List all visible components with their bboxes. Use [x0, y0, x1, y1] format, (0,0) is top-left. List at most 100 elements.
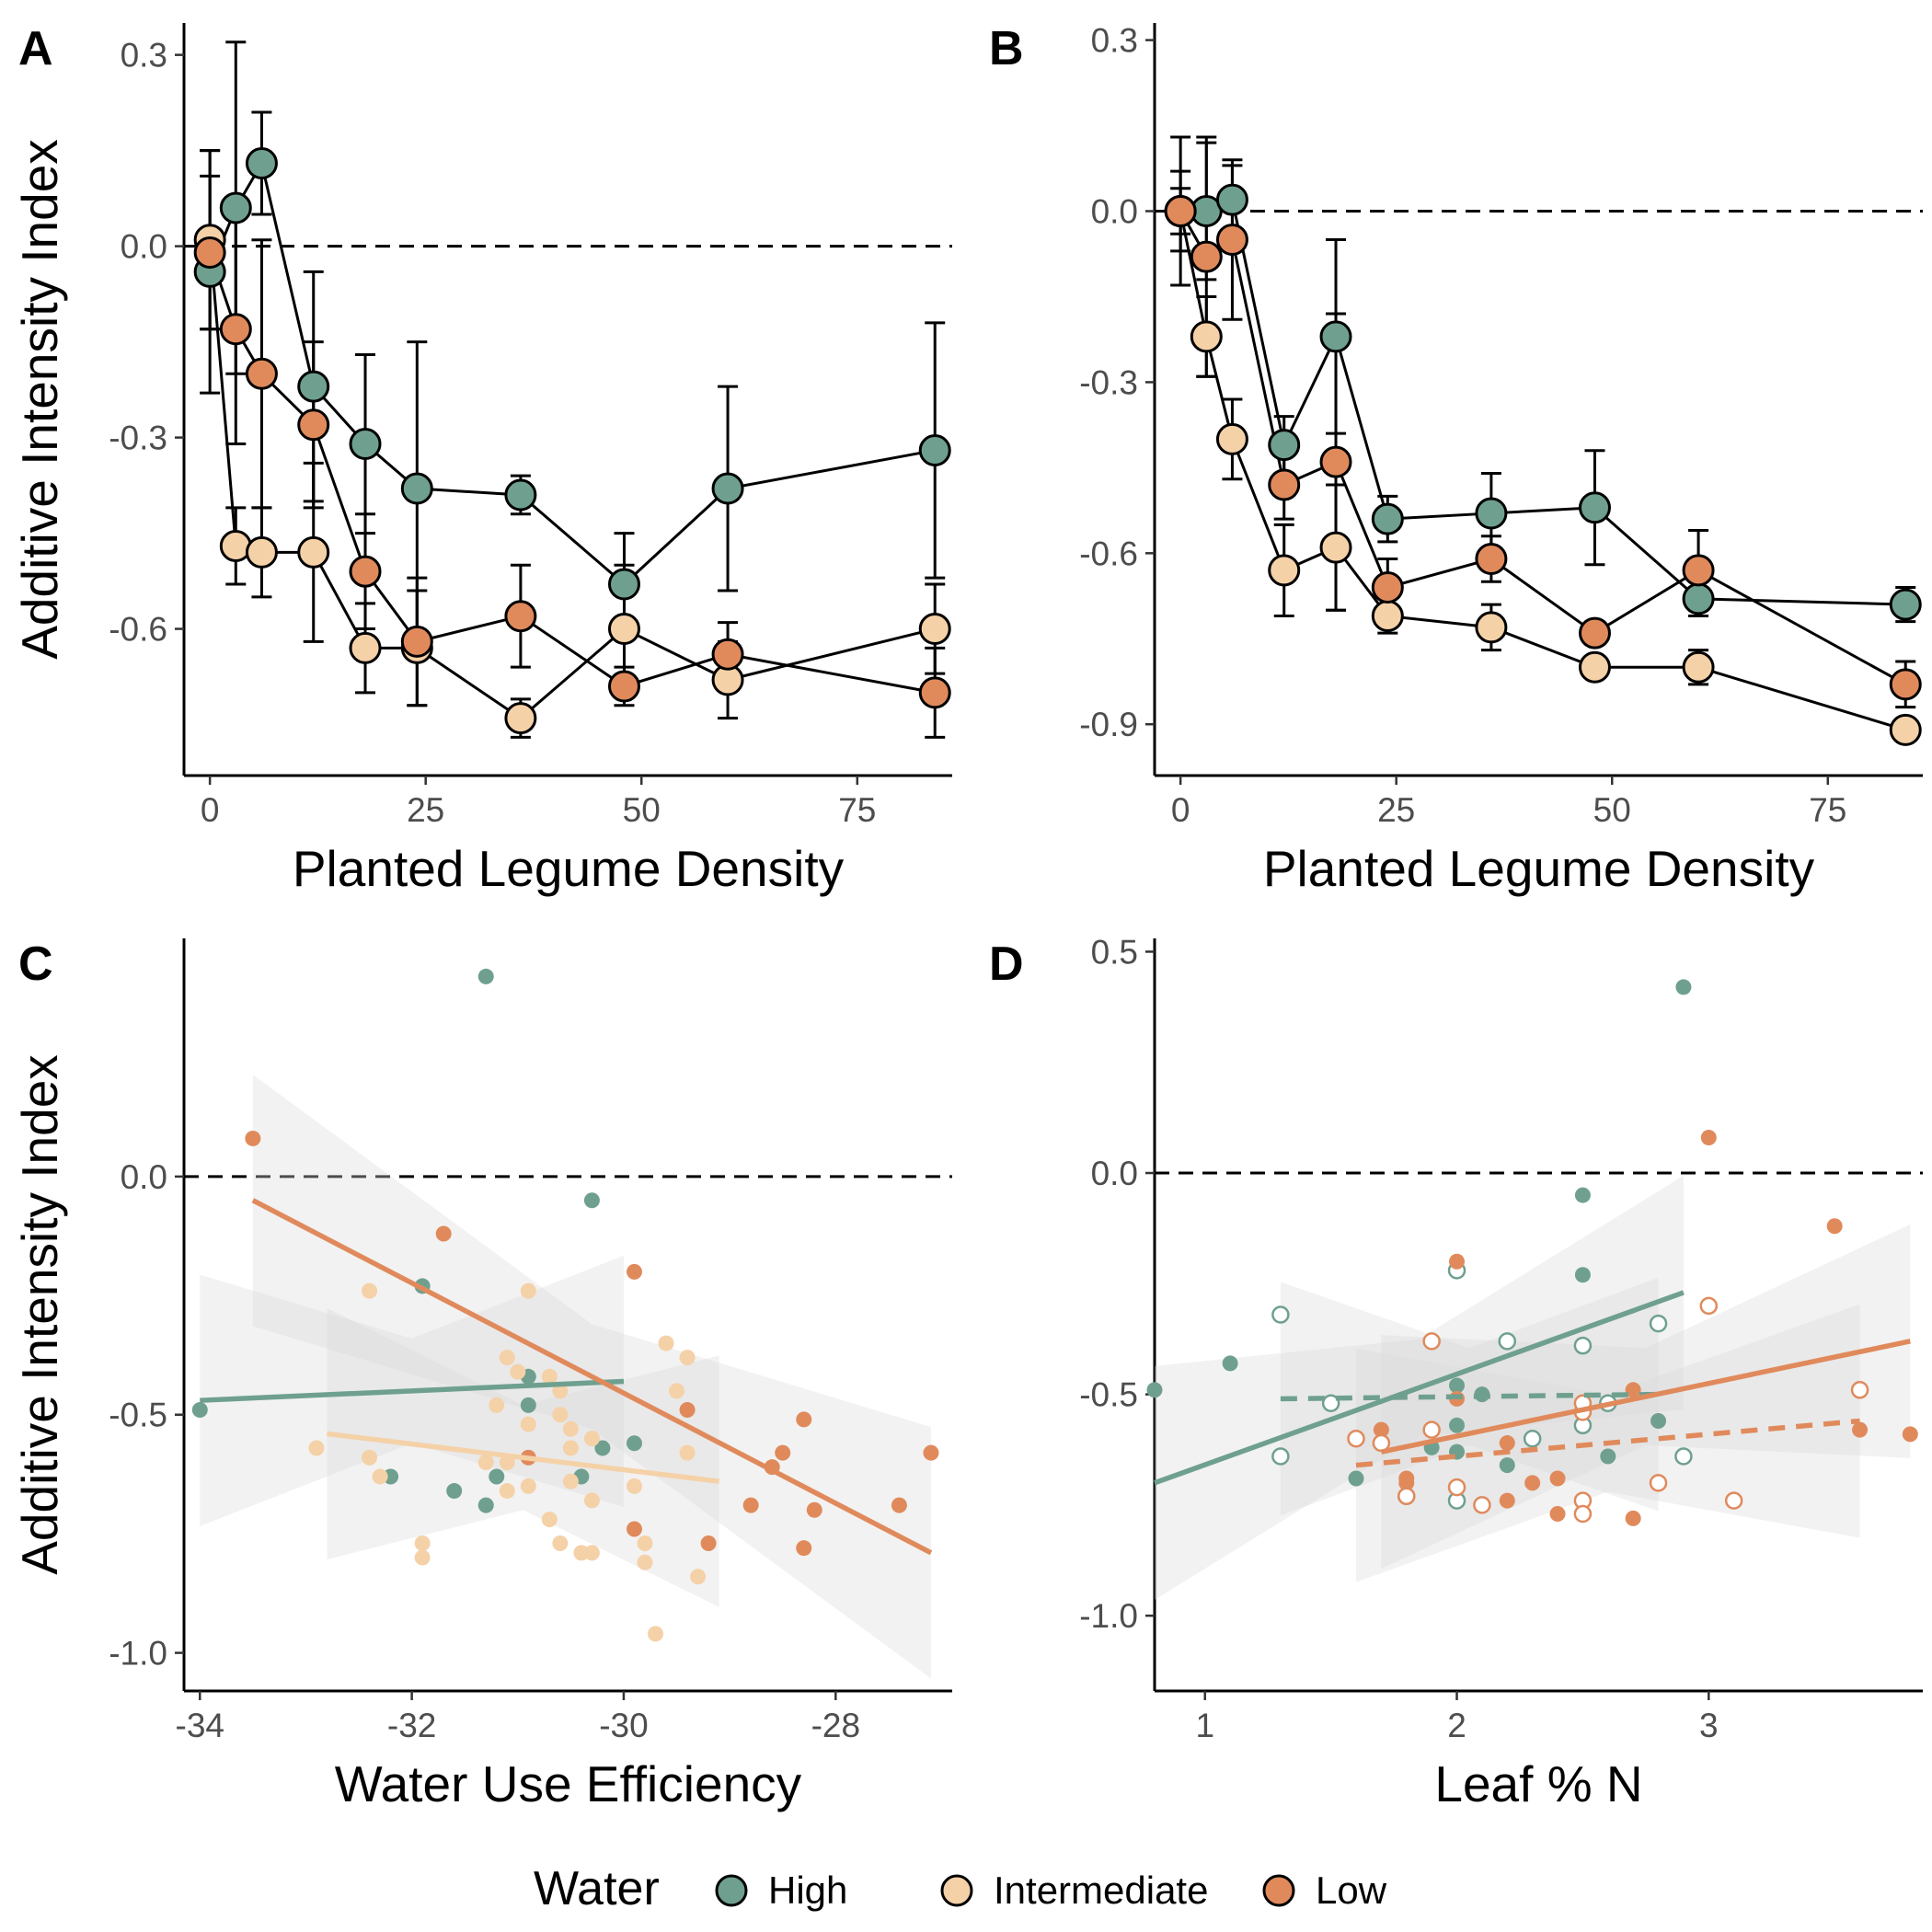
- panel-c-point-high: [477, 1497, 494, 1513]
- panel-d-point-low-open: [1422, 1420, 1441, 1439]
- panel-c-fit-line-high: [200, 1378, 625, 1403]
- panel-c-point-low: [626, 1521, 642, 1537]
- panel-c-point-intermediate: [414, 1535, 431, 1552]
- panel-a-point-high: [711, 472, 744, 505]
- panel-b-y-tick-label: -0.3: [1079, 363, 1138, 401]
- panel-b-point-high: [1268, 429, 1301, 462]
- panel-d-point-high-open: [1573, 1336, 1593, 1355]
- panel-d-point-high-open: [1271, 1305, 1290, 1324]
- panel-b-point-low: [1164, 195, 1197, 227]
- panel-c-point-intermediate: [648, 1626, 664, 1642]
- panel-a-point-low: [400, 625, 433, 658]
- panel-d-point-high: [1499, 1457, 1515, 1474]
- panel-c-fit-line-intermediate: [327, 1431, 719, 1484]
- panel-b-point-high: [1215, 183, 1248, 216]
- panel-b-x-axis-label: Planted Legume Density: [1263, 840, 1815, 897]
- panel-c-point-intermediate: [690, 1569, 707, 1585]
- panel-c-point-intermediate: [583, 1431, 600, 1447]
- panel-c-point-low: [626, 1263, 642, 1280]
- panel-c-point-intermediate: [679, 1444, 696, 1461]
- panel-a-point-intermediate: [245, 535, 278, 569]
- panel-d-point-high-open: [1649, 1314, 1668, 1333]
- panel-c-point-intermediate: [669, 1383, 685, 1399]
- panel-a-point-intermediate: [349, 631, 382, 664]
- panel-b-point-low: [1319, 445, 1352, 478]
- panel-d-point-high-open: [1321, 1394, 1340, 1412]
- panel-b-point-low: [1268, 468, 1301, 501]
- legend-title: Water: [534, 1862, 660, 1915]
- legend-swatch-high: [715, 1874, 748, 1907]
- panel-c-point-intermediate: [583, 1545, 600, 1561]
- panel-c-point-intermediate: [510, 1363, 526, 1380]
- panel-b-point-intermediate: [1190, 320, 1223, 353]
- panel-b-x-tick-label: 25: [1377, 791, 1415, 829]
- panel-c-point-intermediate: [541, 1512, 558, 1528]
- panel-b-point-intermediate: [1475, 611, 1508, 644]
- panel-b-x-tick-label: 0: [1171, 791, 1190, 829]
- panel-d-point-low-open: [1649, 1474, 1668, 1492]
- panel-b-point-high: [1319, 320, 1352, 353]
- panel-d-point-low-open: [1573, 1504, 1593, 1524]
- panel-c-point-high: [446, 1483, 463, 1500]
- panel-b-point-high: [1889, 588, 1922, 621]
- panel-c-point-low: [679, 1402, 696, 1419]
- panel-d-y-tick-label: 0.0: [1091, 1155, 1138, 1192]
- panel-a-x-tick-label: 0: [201, 791, 220, 829]
- panel-b-point-intermediate: [1268, 554, 1301, 587]
- panel-c-point-intermediate: [562, 1473, 579, 1489]
- panel-d-x-tick-label: 2: [1447, 1707, 1466, 1744]
- panel-d: D 0.5 0.0 -0.5 -1.0 1 2 3 Leaf % N: [989, 933, 1923, 1812]
- panel-c-point-intermediate: [499, 1483, 515, 1500]
- panel-d-point-low: [1549, 1470, 1566, 1487]
- panel-c-y-axis-label: Additive Intensity Index: [11, 1054, 68, 1575]
- legend: Water High Intermediate Low: [534, 1862, 1387, 1915]
- panel-d-point-high: [1449, 1377, 1466, 1394]
- panel-a-y-tick-label: -0.3: [109, 420, 167, 457]
- panel-b-point-intermediate: [1889, 713, 1922, 746]
- panel-a-point-low: [297, 408, 330, 442]
- panel-d-point-high: [1574, 1267, 1591, 1283]
- panel-b-point-low: [1215, 223, 1248, 256]
- panel-a-y-tick-label: -0.6: [109, 611, 167, 649]
- panel-d-y-tick-label: -1.0: [1079, 1597, 1138, 1635]
- panel-a-point-high: [607, 568, 640, 601]
- panel-a-point-low: [711, 638, 744, 671]
- panel-d-point-high: [1449, 1417, 1466, 1433]
- panel-d-point-low: [1625, 1382, 1641, 1398]
- panel-b-series-line-intermediate: [1179, 211, 1906, 731]
- panel-d-point-low: [1499, 1435, 1515, 1452]
- panel-b-y-tick-label: -0.6: [1079, 535, 1138, 572]
- panel-a-point-low: [607, 670, 640, 703]
- panel-d-point-low-open: [1473, 1496, 1491, 1514]
- panel-d-point-high: [1222, 1355, 1238, 1372]
- panel-a-point-high: [297, 370, 330, 403]
- panel-b-point-low: [1190, 240, 1223, 273]
- panel-b-point-intermediate: [1215, 422, 1248, 455]
- panel-d-point-low: [1700, 1130, 1717, 1146]
- panel-b-point-intermediate: [1319, 531, 1352, 564]
- panel-c-point-low: [923, 1444, 939, 1461]
- panel-c-point-low: [742, 1497, 759, 1513]
- panel-d-point-low: [1902, 1426, 1918, 1443]
- panel-c-point-low: [796, 1540, 812, 1557]
- panel-a-y-axis-label: Additive Intensity Index: [11, 139, 68, 660]
- panel-c-x-tick-label: -28: [811, 1707, 860, 1744]
- panel-c-point-high: [477, 968, 494, 984]
- panel-a-point-intermediate: [918, 613, 951, 646]
- panel-b-point-high: [1371, 502, 1404, 535]
- panel-c-fit-line-low: [251, 1198, 933, 1556]
- panel-d-point-high: [1675, 979, 1692, 995]
- panel-a-x-axis-label: Planted Legume Density: [293, 840, 845, 897]
- panel-c-point-high: [191, 1402, 208, 1419]
- panel-c-point-intermediate: [477, 1454, 494, 1470]
- panel-d-point-high-open: [1271, 1447, 1290, 1466]
- panel-b-point-low: [1475, 543, 1508, 576]
- panel-b-point-low: [1371, 571, 1404, 604]
- panel-c-point-intermediate: [637, 1535, 653, 1552]
- panel-a-series-line-high: [208, 159, 936, 587]
- panel-c-point-intermediate: [520, 1478, 536, 1494]
- panel-c-y-tick-label: -0.5: [109, 1397, 167, 1434]
- panel-c-point-high: [626, 1435, 642, 1452]
- panel-b-point-low: [1889, 668, 1922, 701]
